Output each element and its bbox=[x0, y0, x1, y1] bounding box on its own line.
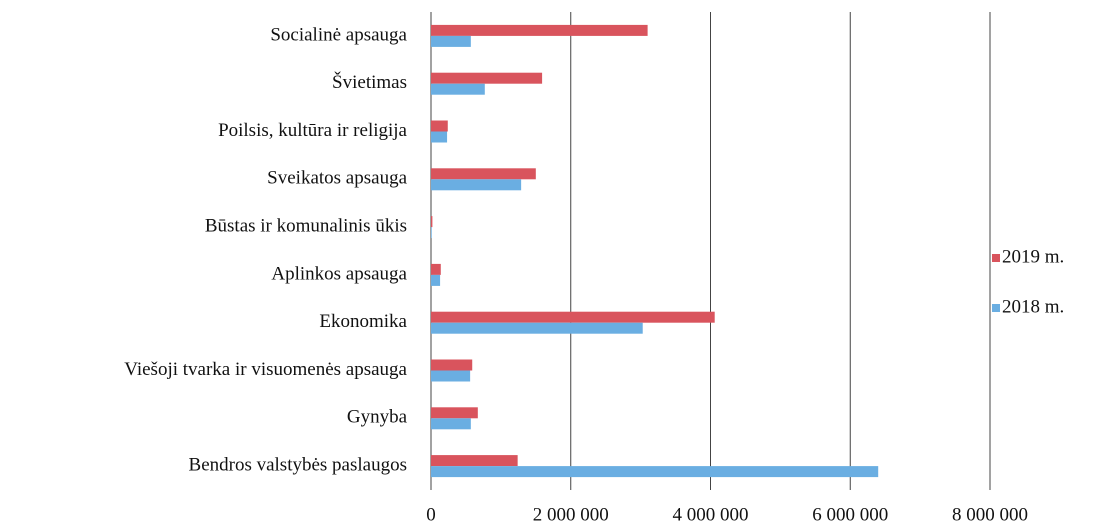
bar bbox=[431, 72, 543, 84]
bar bbox=[431, 311, 715, 323]
bar bbox=[431, 168, 536, 180]
bar bbox=[431, 120, 448, 132]
y-tick-label: Poilsis, kultūra ir religija bbox=[218, 120, 407, 141]
bar bbox=[431, 274, 441, 286]
y-tick-label: Sveikatos apsauga bbox=[267, 168, 407, 189]
bar bbox=[431, 227, 432, 239]
bar bbox=[431, 322, 643, 334]
legend-swatch bbox=[992, 254, 1000, 262]
x-tick-label: 2 000 000 bbox=[533, 504, 609, 525]
bar bbox=[431, 35, 471, 47]
y-tick-label: Aplinkos apsauga bbox=[271, 263, 407, 284]
y-tick-label: Viešoji tvarka ir visuomenės apsauga bbox=[124, 359, 407, 380]
x-tick-label: 0 bbox=[426, 504, 436, 525]
y-tick-label: Bendros valstybės paslaugos bbox=[189, 454, 407, 475]
bar bbox=[431, 466, 879, 478]
x-tick-label: 6 000 000 bbox=[812, 504, 888, 525]
x-tick-label: 8 000 000 bbox=[952, 504, 1028, 525]
bar bbox=[431, 263, 441, 275]
y-tick-label: Socialinė apsauga bbox=[270, 24, 407, 45]
bar bbox=[431, 179, 522, 191]
y-tick-label: Būstas ir komunalinis ūkis bbox=[205, 215, 407, 236]
bar bbox=[431, 83, 485, 95]
y-tick-label: Švietimas bbox=[332, 71, 407, 93]
legend-label: 2019 m. bbox=[1002, 246, 1064, 267]
bar bbox=[431, 359, 473, 371]
x-tick-label: 4 000 000 bbox=[673, 504, 749, 525]
bar bbox=[431, 370, 471, 382]
bar bbox=[431, 24, 648, 36]
bar bbox=[431, 131, 448, 143]
bar bbox=[431, 407, 478, 419]
y-tick-label: Gynyba bbox=[347, 407, 408, 428]
legend-swatch bbox=[992, 304, 1000, 312]
bar bbox=[431, 455, 518, 467]
bar bbox=[431, 418, 471, 430]
y-tick-label: Ekonomika bbox=[319, 311, 407, 332]
legend-label: 2018 m. bbox=[1002, 296, 1064, 317]
bar bbox=[431, 216, 433, 228]
